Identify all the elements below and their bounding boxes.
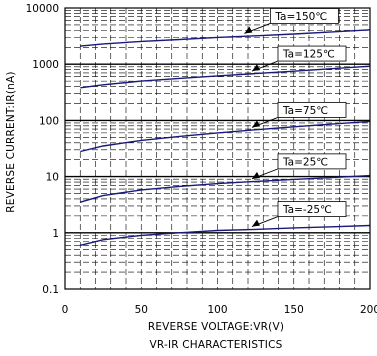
annotation-arrowhead: [244, 26, 253, 34]
chart-caption: VR-IR CHARACTERISTICS: [150, 339, 283, 351]
x-tick-label: 0: [62, 304, 69, 316]
annotation-box: [277, 201, 347, 218]
annotation-box: [277, 45, 347, 62]
y-axis-label: REVERSE CURRENT:IR(nA): [5, 71, 17, 212]
x-tick-label: 200: [360, 304, 377, 316]
series-line: [80, 120, 371, 153]
x-tick-labels: 0 50 100 150 200: [62, 304, 377, 316]
x-tick-label: 150: [284, 304, 304, 316]
annotation-layer: Ta=150℃ Ta=125℃ Ta=75℃ Ta=25℃ Ta=-25℃: [244, 8, 347, 228]
y-tick-label: 1000: [32, 59, 59, 71]
annotation-box: [277, 102, 347, 118]
annotation-label: Ta=25℃: [282, 156, 328, 168]
annotation-label: Ta=75℃: [282, 105, 328, 117]
y-tick-label: 10000: [26, 3, 59, 15]
x-tick-label: 100: [207, 304, 227, 316]
series-line: [80, 174, 371, 203]
annotation-box: [277, 153, 347, 170]
series-line: [80, 29, 371, 47]
series-line: [80, 65, 371, 89]
annotation-arrowhead: [252, 171, 260, 179]
annotation-label: Ta=125℃: [282, 49, 335, 61]
annotation-arrowhead: [252, 120, 260, 128]
series-line: [80, 224, 371, 246]
annotation-arrowhead: [252, 219, 260, 227]
annotation-label: Ta=-25℃: [282, 204, 332, 216]
annotation-arrowhead: [252, 64, 260, 72]
y-tick-label: 100: [39, 115, 59, 127]
series-layer: [80, 29, 371, 246]
plot-frame: [64, 7, 371, 290]
y-tick-label: 10: [46, 172, 59, 184]
x-tick-label: 50: [135, 304, 148, 316]
x-axis-label: REVERSE VOLTAGE:VR(V): [148, 321, 284, 333]
y-tick-label: 0.1: [42, 284, 59, 296]
y-tick-label: 1: [52, 228, 59, 240]
y-tick-labels: 0.1 1 10 100 1000 10000: [26, 3, 59, 296]
annotation-label: Ta=150℃: [274, 11, 327, 23]
grid-layer: [65, 8, 370, 289]
